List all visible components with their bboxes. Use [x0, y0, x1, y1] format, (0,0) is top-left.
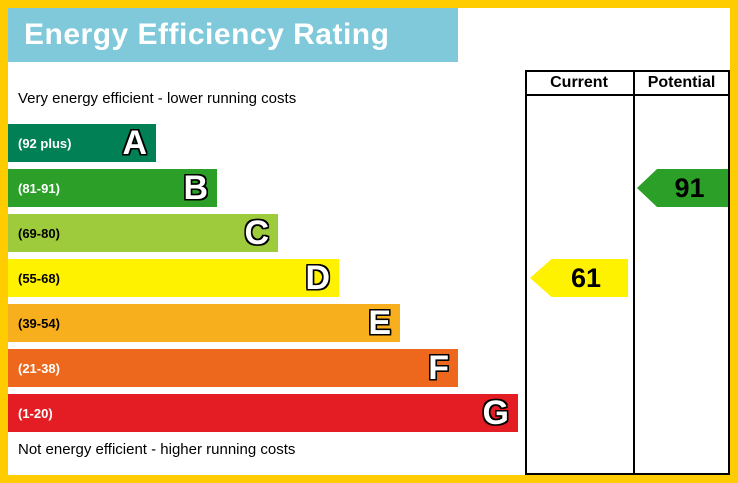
bottom-caption: Not energy efficient - higher running co… — [18, 441, 296, 458]
band-d-range-label: (55-68) — [18, 270, 60, 286]
band-c-range-label: (69-80) — [18, 225, 60, 241]
band-f-range-label: (21-38) — [18, 360, 60, 376]
band-d-letter: D — [305, 259, 330, 297]
band-g-letter: G — [482, 394, 509, 432]
potential-column-header: Potential — [647, 74, 716, 91]
band-a: (92 plus) A — [8, 124, 156, 162]
band-c-letter: C — [244, 214, 269, 252]
chart-title: Energy Efficiency Rating — [24, 18, 390, 51]
ratings-column-divider — [633, 70, 635, 475]
current-column-header: Current — [550, 74, 608, 91]
band-e-range-label: (39-54) — [18, 315, 60, 331]
band-a-range-label: (92 plus) — [18, 135, 72, 151]
chart-title-banner: Energy Efficiency Rating — [8, 8, 458, 62]
band-g-range-label: (1-20) — [18, 405, 53, 421]
band-c: (69-80) C — [8, 214, 278, 252]
band-a-letter: A — [122, 124, 147, 162]
ratings-header-underline — [525, 94, 730, 96]
band-e-letter: E — [368, 304, 391, 342]
current-rating-value: 61 — [570, 262, 602, 293]
band-b-letter: B — [183, 169, 208, 207]
potential-rating-arrow: 91 — [637, 169, 728, 207]
top-caption: Very energy efficient - lower running co… — [18, 90, 297, 107]
band-f-letter: F — [428, 349, 449, 387]
band-b-range-label: (81-91) — [18, 180, 60, 196]
band-g: (1-20) G — [8, 394, 518, 432]
band-b: (81-91) B — [8, 169, 217, 207]
band-e: (39-54) E — [8, 304, 400, 342]
band-f: (21-38) F — [8, 349, 458, 387]
ratings-table-border — [525, 70, 730, 475]
current-rating-arrow: 61 — [530, 259, 628, 297]
potential-rating-value: 91 — [674, 172, 705, 203]
band-d: (55-68) D — [8, 259, 339, 297]
